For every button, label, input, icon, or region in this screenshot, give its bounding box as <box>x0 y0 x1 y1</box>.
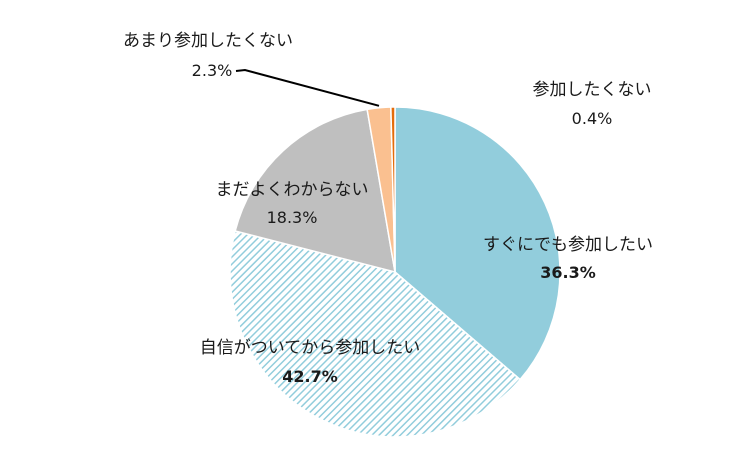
slices-layer <box>229 106 561 438</box>
slice-after-confidence <box>229 230 522 438</box>
slice-value-immediately: 36.3% <box>540 263 596 282</box>
slice-label-rather-not: あまり参加したくない <box>123 31 293 51</box>
slice-label-immediately: すぐにでも参加したい <box>483 235 653 255</box>
slice-value-unsure: 18.3% <box>267 208 318 227</box>
slice-value-after-confidence: 42.7% <box>282 367 338 386</box>
slice-unsure <box>234 108 396 274</box>
slice-label-after-confidence: 自信がついてから参加したい <box>200 338 421 358</box>
slice-value-not-join: 0.4% <box>572 109 613 128</box>
slice-immediately <box>394 106 561 381</box>
leader-line-rather-not <box>235 68 380 107</box>
slice-not-join <box>390 106 396 273</box>
slice-label-unsure: まだよくわからない <box>216 180 369 200</box>
labels-layer: すぐにでも参加したい 36.3% 自信がついてから参加したい 42.7% まだよくわから… <box>123 31 653 386</box>
slice-label-not-join: 参加したくない <box>533 80 652 100</box>
leader-lines <box>235 68 380 107</box>
slice-value-rather-not: 2.3% <box>192 61 233 80</box>
